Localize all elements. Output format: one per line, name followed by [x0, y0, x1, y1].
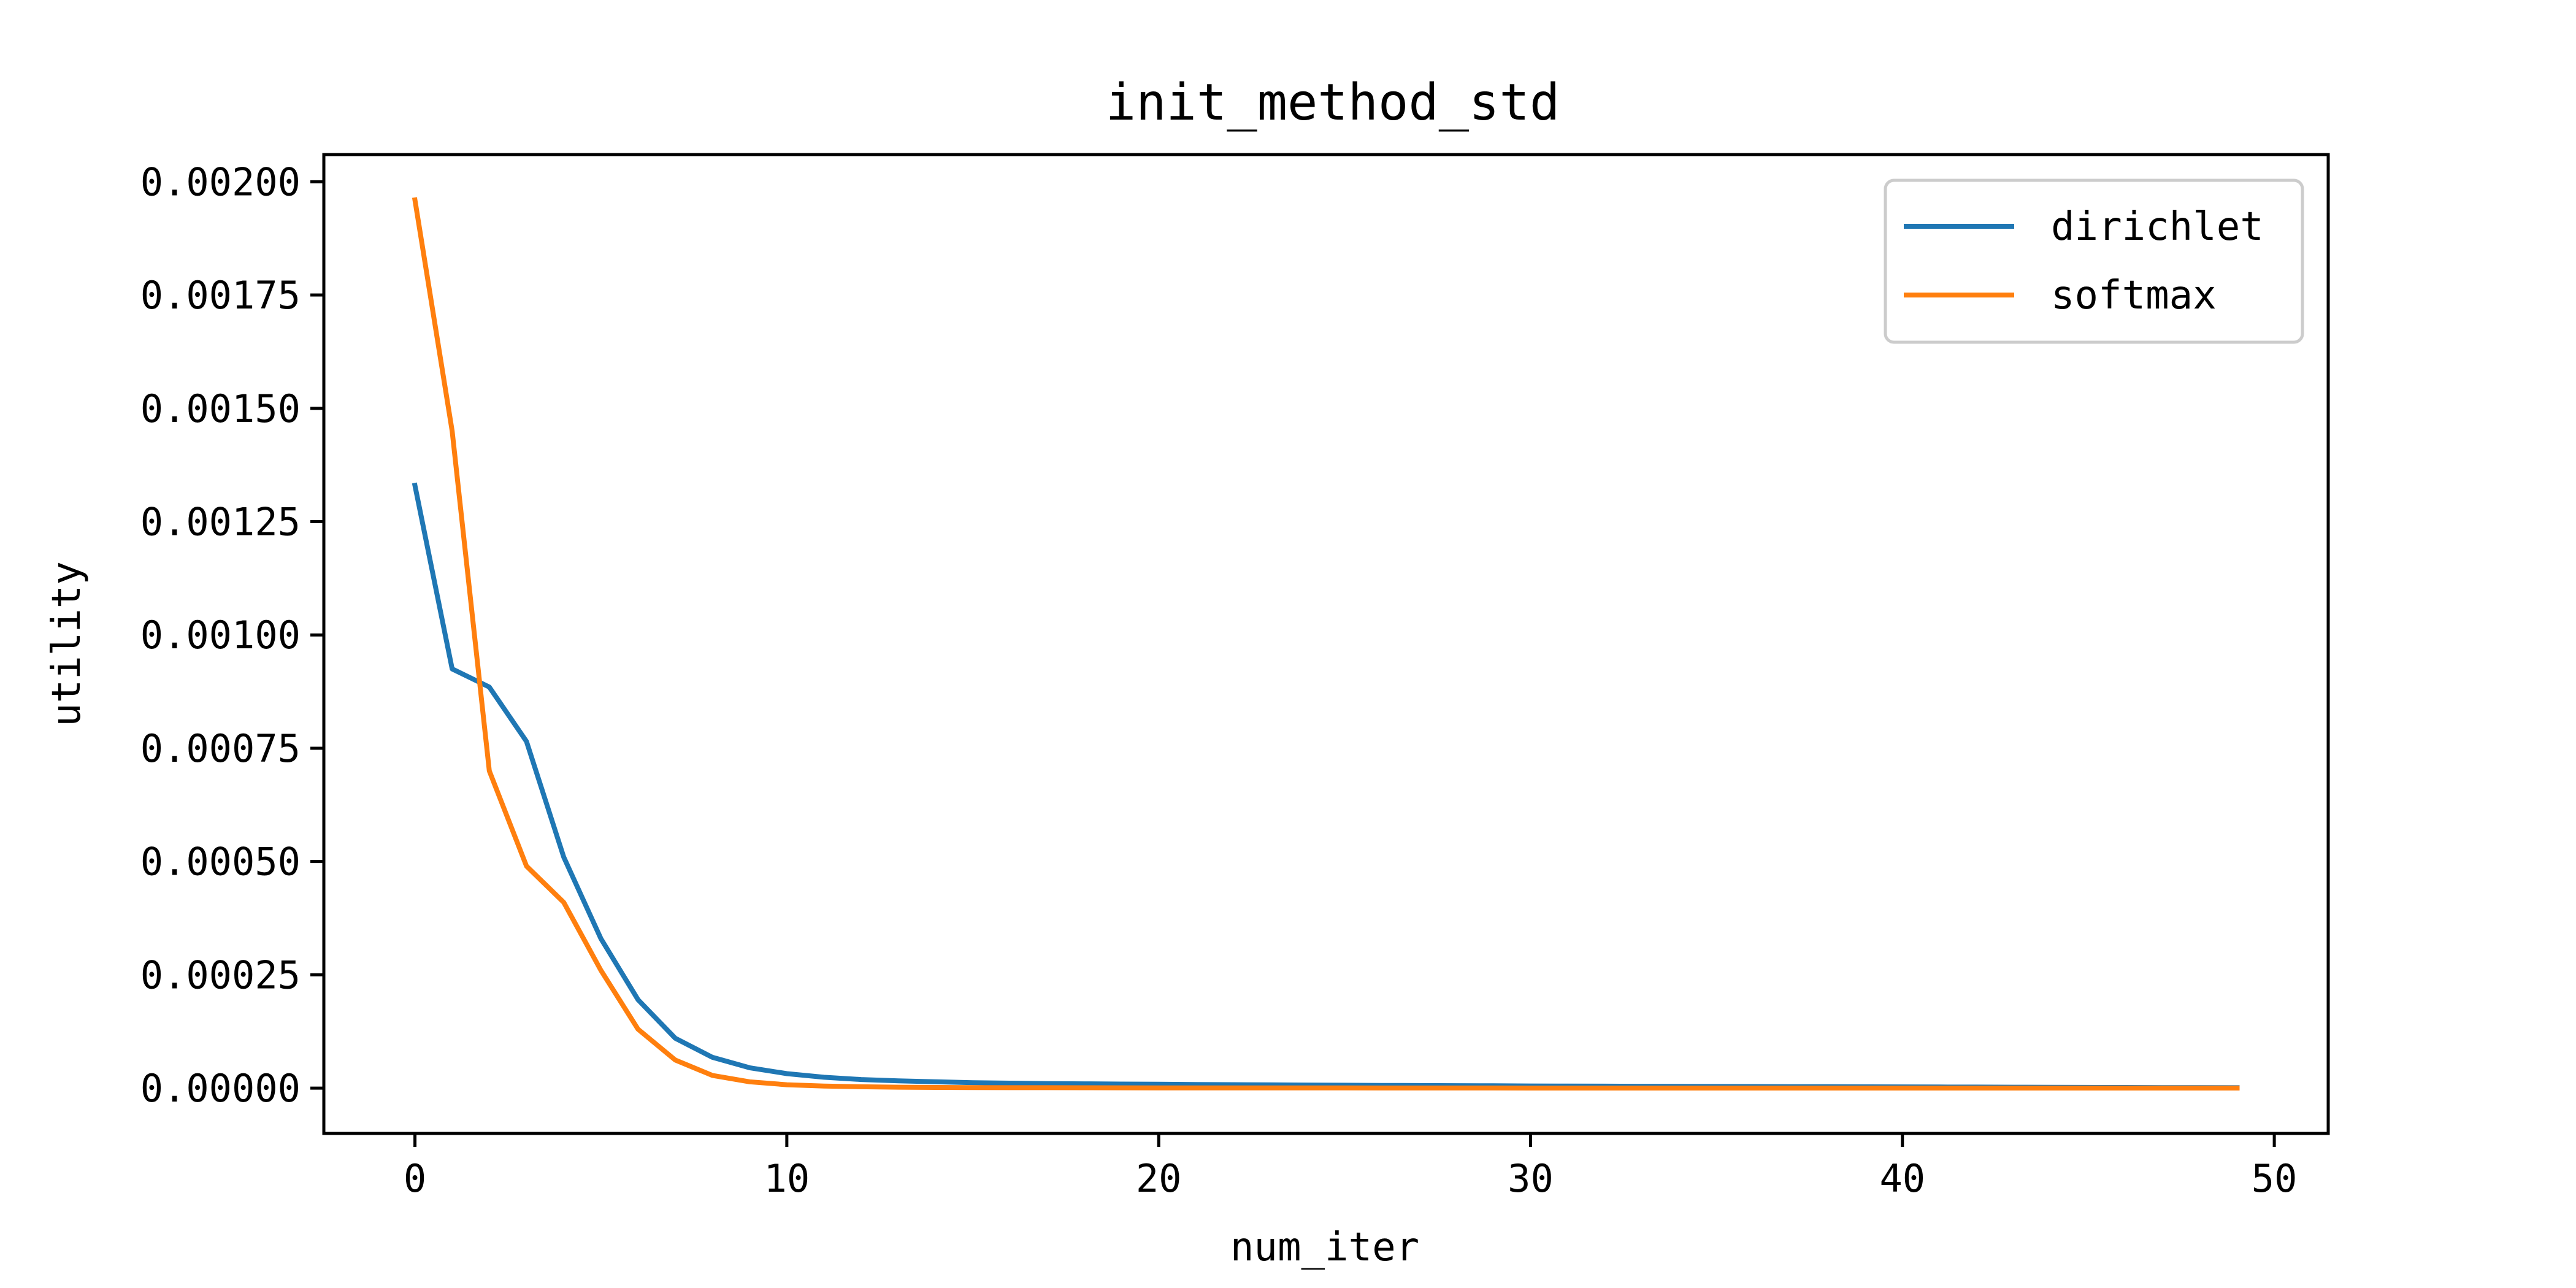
y-tick-label: 0.00075	[140, 726, 301, 771]
y-axis-label: utility	[44, 561, 90, 727]
y-tick-label: 0.00000	[140, 1066, 301, 1111]
series-line-softmax	[412, 197, 2240, 1091]
x-tick-label: 20	[1136, 1156, 1182, 1201]
legend-box	[1884, 178, 2304, 344]
y-tick-label: 0.00050	[140, 840, 301, 884]
chart-title: init_method_std	[1106, 74, 1560, 132]
y-tick-label: 0.00175	[140, 273, 301, 318]
y-tick-label: 0.00100	[140, 613, 301, 657]
legend-label-dirichlet: dirichlet	[2051, 204, 2264, 250]
x-tick-label: 30	[1508, 1156, 1554, 1201]
y-tick-label: 0.00150	[140, 386, 301, 431]
x-tick-label: 50	[2252, 1156, 2298, 1201]
y-tick-label: 0.00025	[140, 953, 301, 997]
x-tick-label: 0	[404, 1156, 426, 1201]
x-axis-label: num_iter	[1230, 1225, 1419, 1270]
x-tick-label: 10	[764, 1156, 810, 1201]
y-tick-label: 0.00125	[140, 500, 301, 545]
y-tick-label: 0.00200	[140, 159, 301, 204]
legend: dirichlet softmax	[1884, 178, 2304, 344]
y-axis: 0.00000 0.00025 0.00050 0.00075 0.00100 0.001…	[140, 159, 324, 1111]
axes-frame	[322, 153, 2330, 1135]
x-tick-label: 40	[1879, 1156, 1925, 1201]
plot-area	[412, 197, 2240, 1091]
x-axis: 0 10 20 30 40 50	[404, 1133, 2298, 1201]
legend-label-softmax: softmax	[2051, 273, 2217, 318]
